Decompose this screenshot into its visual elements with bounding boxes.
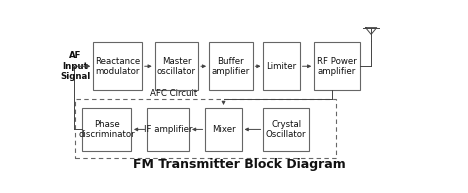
Text: Mixer: Mixer xyxy=(212,125,235,134)
Bar xyxy=(205,108,241,151)
Text: AFC Circuit: AFC Circuit xyxy=(150,89,197,98)
Text: Crystal
Oscillator: Crystal Oscillator xyxy=(266,120,307,139)
Bar xyxy=(209,42,253,90)
Bar xyxy=(147,108,189,151)
Text: Phase
discriminator: Phase discriminator xyxy=(78,120,135,139)
Bar xyxy=(93,42,142,90)
Text: AF
Input
Signal: AF Input Signal xyxy=(60,51,91,81)
Text: RF Power
amplifier: RF Power amplifier xyxy=(317,57,357,76)
Bar xyxy=(263,42,300,90)
Text: FM Transmitter Block Diagram: FM Transmitter Block Diagram xyxy=(133,158,346,171)
Bar xyxy=(82,108,131,151)
Text: IF amplifier: IF amplifier xyxy=(144,125,192,134)
Text: Reactance
modulator: Reactance modulator xyxy=(95,57,140,76)
Text: Buffer
amplifier: Buffer amplifier xyxy=(212,57,250,76)
Bar xyxy=(263,108,309,151)
Bar xyxy=(154,42,198,90)
Text: Limiter: Limiter xyxy=(266,62,297,71)
Bar xyxy=(75,99,336,158)
Text: Master
oscillator: Master oscillator xyxy=(157,57,196,76)
Bar xyxy=(314,42,359,90)
